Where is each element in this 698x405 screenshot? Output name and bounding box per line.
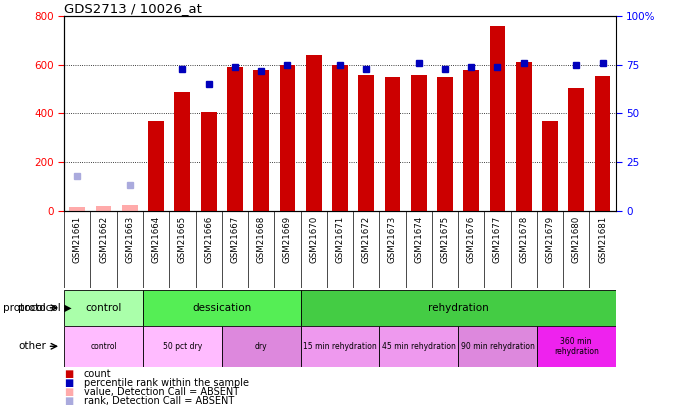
Text: GSM21668: GSM21668 bbox=[257, 216, 266, 263]
Text: dry: dry bbox=[255, 342, 267, 351]
Bar bbox=[122, 205, 138, 211]
Text: GSM21663: GSM21663 bbox=[126, 216, 134, 263]
Text: GSM21664: GSM21664 bbox=[151, 216, 161, 263]
Text: 50 pct dry: 50 pct dry bbox=[163, 342, 202, 351]
Bar bbox=[385, 77, 401, 211]
Text: GSM21678: GSM21678 bbox=[519, 216, 528, 263]
Text: GDS2713 / 10026_at: GDS2713 / 10026_at bbox=[64, 2, 202, 15]
Bar bbox=[516, 62, 532, 211]
Text: rehydration: rehydration bbox=[428, 303, 489, 313]
Text: ▶: ▶ bbox=[61, 303, 71, 313]
Bar bbox=[489, 26, 505, 211]
Text: GSM21680: GSM21680 bbox=[572, 216, 581, 263]
Text: GSM21662: GSM21662 bbox=[99, 216, 108, 263]
Bar bbox=[595, 76, 610, 211]
Bar bbox=[174, 92, 191, 211]
Text: value, Detection Call = ABSENT: value, Detection Call = ABSENT bbox=[84, 387, 239, 397]
Bar bbox=[301, 326, 379, 367]
Bar bbox=[379, 326, 458, 367]
Bar bbox=[306, 55, 322, 211]
Text: protocol: protocol bbox=[18, 303, 61, 313]
Text: GSM21665: GSM21665 bbox=[178, 216, 187, 263]
Text: ■: ■ bbox=[64, 396, 73, 405]
Text: ■: ■ bbox=[64, 387, 73, 397]
Text: control: control bbox=[85, 303, 121, 313]
Text: GSM21669: GSM21669 bbox=[283, 216, 292, 263]
Bar bbox=[143, 326, 222, 367]
Text: control: control bbox=[90, 342, 117, 351]
Bar bbox=[96, 206, 112, 211]
Text: percentile rank within the sample: percentile rank within the sample bbox=[84, 378, 248, 388]
Text: GSM21667: GSM21667 bbox=[230, 216, 239, 263]
Bar bbox=[332, 65, 348, 211]
Text: protocol: protocol bbox=[3, 303, 46, 313]
Bar bbox=[70, 207, 85, 211]
Text: rank, Detection Call = ABSENT: rank, Detection Call = ABSENT bbox=[84, 396, 234, 405]
Bar bbox=[463, 70, 479, 211]
Bar bbox=[64, 326, 143, 367]
Bar bbox=[358, 75, 374, 211]
Bar bbox=[542, 121, 558, 211]
Text: GSM21673: GSM21673 bbox=[388, 216, 397, 263]
Text: GSM21666: GSM21666 bbox=[204, 216, 213, 263]
Bar bbox=[227, 67, 243, 211]
Bar bbox=[437, 77, 453, 211]
Bar bbox=[568, 88, 584, 211]
Bar bbox=[201, 112, 216, 211]
Bar bbox=[411, 75, 426, 211]
Text: 15 min rehydration: 15 min rehydration bbox=[303, 342, 377, 351]
Bar bbox=[222, 326, 301, 367]
Text: GSM21676: GSM21676 bbox=[467, 216, 476, 263]
Text: dessication: dessication bbox=[192, 303, 251, 313]
Text: GSM21674: GSM21674 bbox=[414, 216, 423, 263]
Bar bbox=[64, 290, 143, 326]
Text: GSM21681: GSM21681 bbox=[598, 216, 607, 263]
Text: GSM21675: GSM21675 bbox=[440, 216, 450, 263]
Bar bbox=[143, 290, 301, 326]
Bar bbox=[537, 326, 616, 367]
Text: 90 min rehydration: 90 min rehydration bbox=[461, 342, 535, 351]
Text: GSM21671: GSM21671 bbox=[336, 216, 344, 263]
Bar bbox=[458, 326, 537, 367]
Text: ■: ■ bbox=[64, 369, 73, 379]
Text: GSM21672: GSM21672 bbox=[362, 216, 371, 263]
Text: GSM21677: GSM21677 bbox=[493, 216, 502, 263]
Text: ■: ■ bbox=[64, 378, 73, 388]
Text: GSM21661: GSM21661 bbox=[73, 216, 82, 263]
Text: GSM21670: GSM21670 bbox=[309, 216, 318, 263]
Text: 45 min rehydration: 45 min rehydration bbox=[382, 342, 456, 351]
Text: GSM21679: GSM21679 bbox=[546, 216, 554, 263]
Bar bbox=[253, 70, 269, 211]
Bar bbox=[279, 65, 295, 211]
Text: 360 min
rehydration: 360 min rehydration bbox=[554, 337, 599, 356]
Bar bbox=[148, 121, 164, 211]
Text: other: other bbox=[18, 341, 46, 351]
Bar bbox=[301, 290, 616, 326]
Text: count: count bbox=[84, 369, 112, 379]
